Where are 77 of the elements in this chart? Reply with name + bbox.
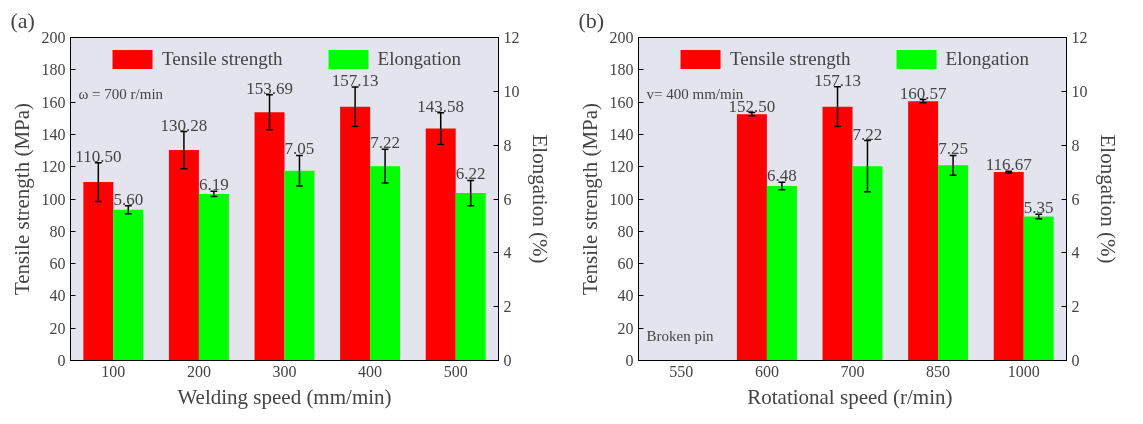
- data-label: 110.50: [75, 146, 122, 166]
- data-label: 7.05: [284, 139, 315, 159]
- data-label: 153.69: [246, 78, 293, 98]
- x-tick-label: 1000: [1007, 362, 1040, 380]
- y-tick-label: 80: [617, 222, 634, 240]
- x-axis-title: Welding speed (mm/min): [177, 384, 392, 409]
- data-label: 6.22: [455, 164, 486, 184]
- y-tick-label: 100: [609, 190, 634, 208]
- y-tick-label: 60: [49, 255, 66, 273]
- y-tick-label: 120: [609, 158, 634, 176]
- chart-title: (a): [10, 7, 35, 33]
- y2-tick-label: 12: [1071, 29, 1088, 46]
- data-label: 7.22: [370, 133, 400, 153]
- y-tick-label: 100: [41, 190, 66, 208]
- x-axis-title: Rotational speed (r/min): [747, 384, 953, 409]
- y2-tick-label: 12: [503, 29, 520, 46]
- y-tick-label: 0: [57, 352, 66, 369]
- data-label: 7.25: [938, 139, 968, 159]
- data-label: 116.67: [985, 155, 1033, 175]
- y2-tick-label: 2: [503, 298, 512, 316]
- y2-tick-label: 6: [1071, 190, 1080, 208]
- x-tick-label: 600: [754, 362, 779, 380]
- y2-tick-label: 0: [503, 352, 512, 369]
- y-tick-label: 180: [41, 61, 66, 79]
- y2-axis-title: Elongation (%): [527, 134, 552, 264]
- data-label: 157.13: [814, 70, 861, 90]
- data-label: 143.58: [417, 96, 465, 116]
- y2-tick-label: 10: [1071, 82, 1088, 100]
- y-tick-label: 0: [625, 352, 634, 369]
- y2-tick-label: 6: [503, 190, 512, 208]
- x-tick-label: 200: [186, 362, 211, 380]
- x-tick-label: 500: [443, 362, 468, 380]
- y-tick-label: 180: [609, 61, 634, 79]
- x-tick-label: 100: [101, 362, 126, 380]
- x-tick-label: 550: [669, 362, 694, 380]
- y-tick-label: 200: [609, 29, 634, 46]
- y-tick-label: 80: [49, 222, 66, 240]
- data-label: 6.48: [767, 166, 797, 186]
- y-tick-label: 140: [41, 125, 66, 143]
- y2-tick-label: 4: [1071, 244, 1080, 262]
- y-tick-label: 20: [617, 319, 634, 337]
- legend-label: Tensile strength: [730, 48, 851, 70]
- annotation: Broken pin: [646, 328, 715, 345]
- data-label: 160.57: [899, 83, 947, 103]
- data-label: 130.28: [160, 115, 208, 135]
- y2-tick-label: 10: [503, 82, 520, 100]
- x-tick-label: 300: [272, 362, 297, 380]
- chart-title: (b): [578, 7, 605, 33]
- y2-tick-label: 8: [1071, 136, 1080, 154]
- y-axis-title: Tensile strength (MPa): [9, 102, 34, 296]
- y-tick-label: 120: [41, 158, 66, 176]
- y-tick-label: 140: [609, 125, 634, 143]
- legend-label: Elongation: [945, 48, 1029, 70]
- annotation: ω = 700 r/min: [78, 86, 164, 103]
- data-label: 5.60: [113, 189, 144, 209]
- y2-axis-title: Elongation (%): [1095, 134, 1120, 264]
- y-tick-label: 20: [49, 319, 66, 337]
- y-tick-label: 200: [41, 29, 66, 46]
- y-tick-label: 40: [49, 287, 66, 305]
- y-axis-title: Tensile strength (MPa): [577, 102, 602, 296]
- y2-tick-label: 0: [1071, 352, 1080, 369]
- x-tick-label: 400: [358, 362, 383, 380]
- y-tick-label: 40: [617, 287, 634, 305]
- x-tick-label: 700: [840, 362, 865, 380]
- y2-tick-label: 4: [503, 244, 512, 262]
- y2-tick-label: 8: [503, 136, 512, 154]
- y2-tick-label: 2: [1071, 298, 1080, 316]
- data-label: 6.19: [199, 175, 229, 195]
- y-tick-label: 60: [617, 255, 634, 273]
- x-tick-label: 850: [926, 362, 951, 380]
- y-tick-label: 160: [41, 93, 66, 111]
- data-label: 5.35: [1023, 198, 1054, 218]
- legend-label: Tensile strength: [162, 48, 283, 70]
- y-tick-label: 160: [609, 93, 634, 111]
- data-label: 7.22: [852, 124, 883, 144]
- data-label: 157.13: [331, 71, 379, 91]
- legend-label: Elongation: [377, 48, 461, 70]
